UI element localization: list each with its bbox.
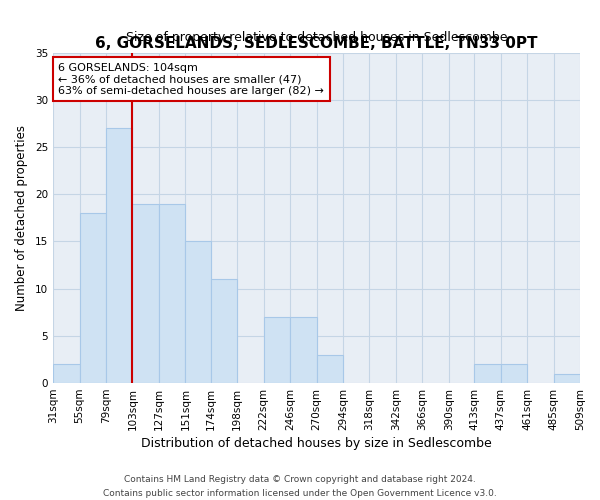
Bar [317, 354, 343, 383]
Y-axis label: Number of detached properties: Number of detached properties [15, 125, 28, 311]
Text: 6 GORSELANDS: 104sqm
← 36% of detached houses are smaller (47)
63% of semi-detac: 6 GORSELANDS: 104sqm ← 36% of detached h… [58, 62, 324, 96]
Text: Contains HM Land Registry data © Crown copyright and database right 2024.
Contai: Contains HM Land Registry data © Crown c… [103, 476, 497, 498]
Bar [53, 364, 80, 383]
Text: Size of property relative to detached houses in Sedlescombe: Size of property relative to detached ho… [126, 32, 507, 44]
Bar [159, 204, 185, 383]
Bar [185, 242, 211, 383]
Bar [106, 128, 133, 383]
X-axis label: Distribution of detached houses by size in Sedlescombe: Distribution of detached houses by size … [141, 437, 492, 450]
Bar [211, 279, 237, 383]
Bar [290, 317, 317, 383]
Bar [554, 374, 580, 383]
Bar [474, 364, 500, 383]
Bar [133, 204, 159, 383]
Bar [500, 364, 527, 383]
Bar [263, 317, 290, 383]
Bar [80, 213, 106, 383]
Title: 6, GORSELANDS, SEDLESCOMBE, BATTLE, TN33 0PT: 6, GORSELANDS, SEDLESCOMBE, BATTLE, TN33… [95, 36, 538, 52]
